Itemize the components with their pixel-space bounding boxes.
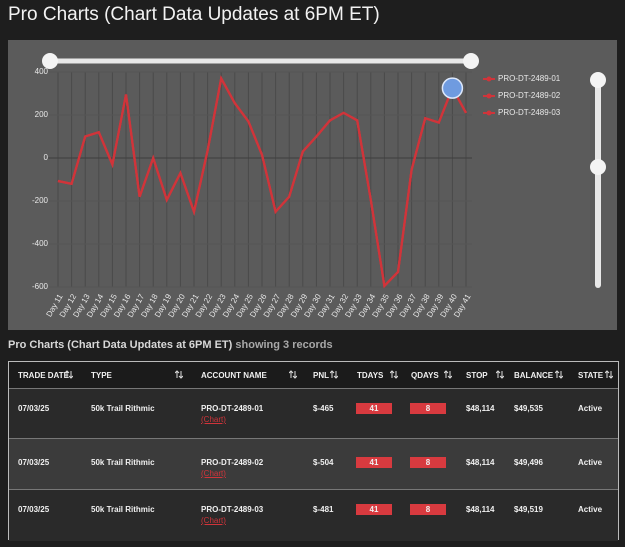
chart-link[interactable]: (Chart)	[201, 516, 226, 525]
hover-marker	[441, 77, 464, 99]
legend-swatch	[486, 93, 492, 99]
column-header: STOP	[466, 371, 488, 380]
sort-icon[interactable]	[390, 370, 398, 379]
column-header: TRADE DATE	[18, 371, 69, 380]
table-cell: Active	[578, 505, 603, 514]
sort-icon[interactable]	[289, 370, 297, 379]
table-cell: 07/03/25	[18, 404, 50, 413]
column-header: PNL	[313, 371, 329, 380]
slider-handle[interactable]	[42, 53, 58, 69]
legend-swatch	[486, 110, 492, 116]
sort-icon[interactable]	[444, 370, 452, 379]
slider-handle[interactable]	[590, 72, 606, 88]
sort-icon[interactable]	[555, 370, 563, 379]
table-cell: 50k Trail Rithmic	[91, 505, 155, 514]
y-tick-label: 200	[35, 110, 49, 119]
table-cell: $48,114	[466, 505, 495, 514]
chart-link[interactable]: (Chart)	[201, 469, 226, 478]
column-header: TYPE	[91, 371, 112, 380]
status-badge: 41	[356, 504, 392, 515]
slider-handle[interactable]	[590, 159, 606, 175]
table-cell: $-504	[313, 458, 334, 467]
table-row: 07/03/25 50k Trail Rithmic PRO-DT-2489-01 $…	[9, 388, 618, 439]
sort-icon[interactable]	[496, 370, 504, 379]
chart-panel	[8, 40, 617, 330]
series-line	[57, 75, 467, 289]
table-cell: Active	[578, 404, 603, 413]
table-cell: $49,496	[514, 458, 543, 467]
table-cell: 07/03/25	[18, 505, 50, 514]
page-title: Pro Charts (Chart Data Updates at 6PM ET…	[8, 4, 380, 25]
sort-icon[interactable]	[65, 370, 73, 379]
y-tick-label: -600	[32, 282, 49, 291]
y-tick-label: 400	[35, 67, 49, 76]
column-header: ACCOUNT NAME	[201, 371, 267, 380]
table-cell: $-481	[313, 505, 334, 514]
section-heading: Pro Charts (Chart Data Updates at 6PM ET…	[8, 339, 333, 351]
table: TRADE DATE TYPE ACCOUNT NAME PNL TDAYS QDAYS S…	[8, 361, 619, 541]
slider-handle[interactable]	[463, 53, 479, 69]
table-cell: $48,114	[466, 458, 495, 467]
record-count: showing 3 records	[235, 339, 333, 351]
sort-icon[interactable]	[605, 370, 613, 379]
table-row: 07/03/25 50k Trail Rithmic PRO-DT-2489-02 $…	[9, 438, 618, 490]
table-cell: PRO-DT-2489-01	[201, 404, 264, 413]
table-cell: 07/03/25	[18, 458, 50, 467]
table-cell: $48,114	[466, 404, 495, 413]
column-header: QDAYS	[411, 371, 439, 380]
table-header: TRADE DATE TYPE ACCOUNT NAME PNL TDAYS QDAYS S…	[9, 362, 618, 388]
table-cell: Active	[578, 458, 603, 467]
table-row: 07/03/25 50k Trail Rithmic PRO-DT-2489-03 $…	[9, 489, 618, 541]
column-header: TDAYS	[357, 371, 384, 380]
y-tick-label: -400	[32, 239, 49, 248]
legend-label: PRO-DT-2489-02	[498, 91, 561, 100]
status-badge: 8	[410, 403, 446, 414]
chart-link[interactable]: (Chart)	[201, 415, 226, 424]
y-tick-label: -200	[32, 196, 49, 205]
table-cell: 50k Trail Rithmic	[91, 458, 155, 467]
column-header: BALANCE	[514, 371, 554, 380]
sort-icon[interactable]	[175, 370, 183, 379]
sort-icon[interactable]	[330, 370, 338, 379]
column-header: STATE	[578, 371, 604, 380]
section-title: Pro Charts (Chart Data Updates at 6PM ET…	[8, 339, 233, 351]
table-cell: 50k Trail Rithmic	[91, 404, 155, 413]
table-cell: $-465	[313, 404, 334, 413]
table-cell: $49,519	[514, 505, 543, 514]
table-cell: $49,535	[514, 404, 543, 413]
status-badge: 41	[356, 403, 392, 414]
status-badge: 8	[410, 457, 446, 468]
status-badge: 41	[356, 457, 392, 468]
table-cell: PRO-DT-2489-02	[201, 458, 264, 467]
status-badge: 8	[410, 504, 446, 515]
legend-label: PRO-DT-2489-03	[498, 108, 561, 117]
table-cell: PRO-DT-2489-03	[201, 505, 264, 514]
legend-swatch	[486, 76, 492, 82]
legend-label: PRO-DT-2489-01	[498, 74, 561, 83]
y-tick-label: 0	[44, 153, 49, 162]
